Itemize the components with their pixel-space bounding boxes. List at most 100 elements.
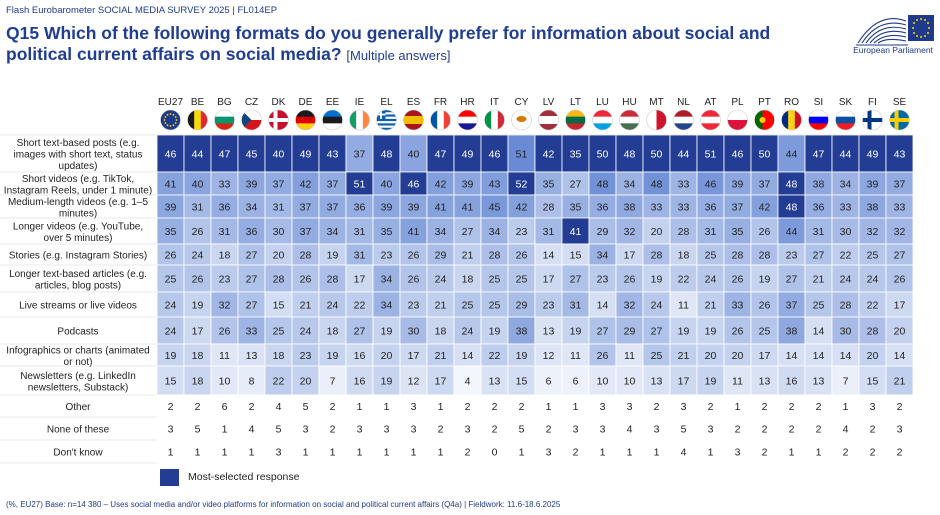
value-label-11-cy: 5: [519, 424, 525, 436]
cell-9-se: [885, 365, 914, 396]
value-label-8-sk: 14: [840, 350, 852, 362]
column-header-hu: HU: [622, 97, 636, 108]
value-label-0-pl: 46: [732, 149, 744, 161]
value-label-6-ee: 24: [327, 300, 339, 312]
cell-3-lt: [561, 217, 590, 245]
value-label-4-bg: 18: [219, 250, 231, 262]
value-label-6-es: 23: [408, 300, 420, 312]
value-label-11-ro: 2: [789, 424, 795, 436]
cell-3-ro: [777, 217, 806, 245]
flag-icon-bg: [214, 110, 235, 130]
column-header-cz: CZ: [245, 97, 258, 108]
value-label-9-bg: 10: [219, 376, 231, 388]
flag-border-bg: [214, 109, 235, 131]
legend-swatch: [160, 469, 179, 486]
value-label-12-be: 1: [195, 447, 201, 459]
value-label-8-ee: 19: [327, 350, 339, 362]
hemicycle-icon: [856, 18, 908, 46]
row-label-4-line-0: Stories (e.g. Instagram Stories): [9, 251, 147, 262]
cell-6-lv: [534, 291, 563, 318]
value-label-3-dk: 30: [273, 226, 285, 238]
flag-icon-ro: [781, 110, 802, 130]
cell-7-mt: [642, 316, 671, 345]
flag-border-hu: [619, 109, 640, 131]
footer-note: (%, EU27) Base: n=14 380 – Uses social m…: [6, 500, 561, 509]
value-label-4-cz: 27: [246, 250, 258, 262]
value-label-5-pt: 19: [759, 274, 771, 286]
value-label-4-lv: 14: [543, 250, 555, 262]
value-label-3-ie: 31: [354, 226, 366, 238]
flag-border-lv: [538, 109, 559, 131]
value-label-10-fi: 3: [870, 401, 876, 413]
flag-icon-nl: [673, 110, 694, 130]
row-label-2-line-0: Medium-length videos (e.g. 1–5: [8, 197, 149, 208]
cell-7-ie: [345, 316, 374, 345]
value-label-12-el: 1: [384, 447, 390, 459]
value-label-12-si: 1: [816, 447, 822, 459]
logo-label: European Parliament: [853, 45, 933, 55]
cell-5-nl: [669, 264, 698, 293]
value-label-3-fi: 32: [867, 226, 879, 238]
value-label-9-cz: 8: [249, 376, 255, 388]
value-label-6-hr: 25: [462, 300, 474, 312]
flag-border-mt: [646, 109, 667, 131]
value-label-6-sk: 28: [840, 300, 852, 312]
value-label-7-hr: 24: [462, 326, 474, 338]
cell-3-el: [372, 217, 401, 245]
cell-7-de: [291, 316, 320, 345]
cell-7-fi: [858, 316, 887, 345]
value-label-7-eu27: 24: [165, 326, 177, 338]
value-label-3-lu: 29: [597, 226, 609, 238]
value-label-8-lv: 12: [543, 350, 555, 362]
value-label-11-mt: 3: [654, 424, 660, 436]
column-header-dk: DK: [272, 97, 286, 108]
value-label-10-fr: 1: [438, 401, 444, 413]
flag-border-ro: [781, 109, 802, 131]
value-label-12-sk: 2: [843, 447, 849, 459]
column-header-hr: HR: [460, 97, 474, 108]
value-label-6-cz: 27: [246, 300, 258, 312]
cell-0-pt: [750, 134, 779, 173]
cell-6-it: [480, 291, 509, 318]
value-label-8-fr: 21: [435, 350, 447, 362]
cell-3-it: [480, 217, 509, 245]
value-label-4-fr: 29: [435, 250, 447, 262]
flag-icon-dk: [268, 110, 289, 130]
value-label-4-ie: 31: [354, 250, 366, 262]
value-label-2-eu27: 39: [165, 202, 177, 214]
value-label-0-bg: 47: [219, 149, 231, 161]
value-label-11-fi: 2: [870, 424, 876, 436]
cell-6-lt: [561, 291, 590, 318]
value-label-4-hu: 17: [624, 250, 636, 262]
value-label-12-es: 1: [411, 447, 417, 459]
value-label-8-es: 17: [408, 350, 420, 362]
value-label-1-el: 40: [381, 179, 393, 191]
cell-9-lu: [588, 365, 617, 396]
value-label-10-be: 2: [195, 401, 201, 413]
value-label-10-ee: 2: [330, 401, 336, 413]
flag-border-ee: [322, 109, 343, 131]
value-label-0-eu27: 46: [165, 149, 177, 161]
flag-icon-fi: [862, 110, 883, 130]
value-label-12-se: 2: [897, 447, 903, 459]
value-label-12-hr: 2: [465, 447, 471, 459]
value-label-6-se: 17: [894, 300, 906, 312]
row-label-6-line-0: Live streams or live videos: [19, 301, 137, 312]
value-label-12-hu: 1: [627, 447, 633, 459]
value-label-4-ee: 19: [327, 250, 339, 262]
cell-7-bg: [210, 316, 239, 345]
value-label-9-hu: 10: [624, 376, 636, 388]
value-label-4-lt: 15: [570, 250, 582, 262]
value-label-11-el: 3: [384, 424, 390, 436]
value-label-5-si: 21: [813, 274, 825, 286]
value-label-6-lu: 14: [597, 300, 609, 312]
value-label-7-be: 17: [192, 326, 204, 338]
value-label-10-se: 2: [897, 401, 903, 413]
cell-9-lv: [534, 365, 563, 396]
cell-3-se: [885, 217, 914, 245]
cell-7-cy: [507, 316, 536, 345]
value-label-11-ie: 3: [357, 424, 363, 436]
value-label-8-it: 22: [489, 350, 501, 362]
value-label-9-pl: 11: [732, 376, 743, 388]
column-header-ie: IE: [355, 97, 365, 108]
